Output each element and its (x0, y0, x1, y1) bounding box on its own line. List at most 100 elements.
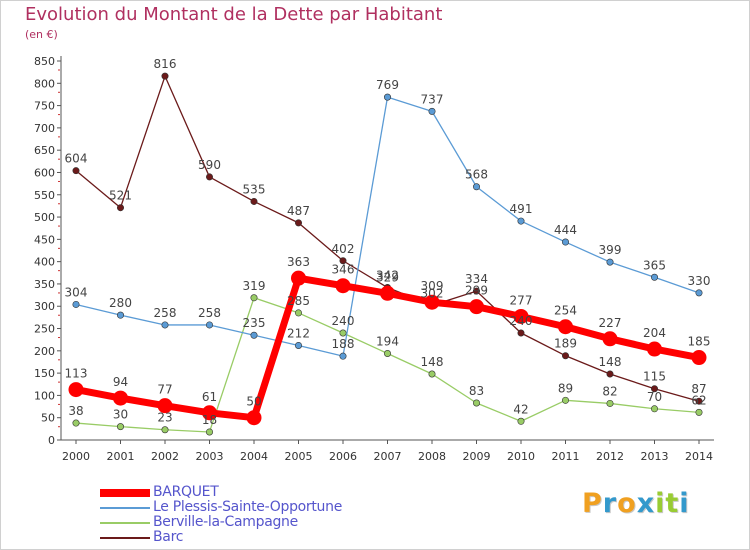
data-label-le-plessis-sainte-opportune: 258 (154, 306, 177, 320)
data-label-le-plessis-sainte-opportune: 188 (332, 337, 355, 351)
data-label-barquet: 299 (465, 284, 488, 298)
data-label-barc: 240 (510, 314, 533, 328)
data-point-barc (695, 397, 703, 405)
x-tick-label: 2007 (374, 450, 402, 463)
data-label-barc: 604 (65, 152, 88, 166)
data-label-barquet: 204 (643, 326, 666, 340)
data-point-le-plessis-sainte-opportune (294, 341, 302, 349)
data-point-berville-la-campagne (117, 423, 125, 431)
data-label-berville-la-campagne: 194 (376, 334, 399, 348)
data-point-barquet (647, 341, 662, 357)
data-label-le-plessis-sainte-opportune: 235 (243, 316, 266, 330)
data-label-barquet: 113 (65, 367, 88, 381)
y-tick-label: 800 (34, 77, 55, 90)
data-label-berville-la-campagne: 30 (113, 408, 128, 422)
data-point-barc (250, 197, 258, 205)
data-point-barc (206, 173, 214, 181)
data-label-barc: 189 (554, 337, 577, 351)
data-point-berville-la-campagne (383, 349, 391, 357)
data-point-le-plessis-sainte-opportune (472, 183, 480, 191)
data-label-barc: 334 (465, 272, 488, 286)
data-label-berville-la-campagne: 285 (287, 294, 310, 308)
data-label-barc: 590 (198, 158, 221, 172)
x-tick-label: 2012 (596, 450, 624, 463)
data-label-barc: 342 (376, 269, 399, 283)
data-point-barc (517, 329, 525, 337)
data-point-le-plessis-sainte-opportune (383, 93, 391, 101)
data-point-berville-la-campagne (250, 294, 258, 302)
data-point-le-plessis-sainte-opportune (206, 321, 214, 329)
data-label-berville-la-campagne: 70 (647, 390, 662, 404)
data-point-berville-la-campagne (472, 399, 480, 407)
data-label-barquet: 77 (157, 383, 172, 397)
data-label-barquet: 346 (332, 263, 355, 277)
data-point-barc (606, 370, 614, 378)
data-label-barquet: 61 (202, 390, 217, 404)
data-label-le-plessis-sainte-opportune: 769 (376, 78, 399, 92)
x-tick-label: 2001 (107, 450, 135, 463)
data-point-barquet (68, 382, 84, 398)
y-tick-label: 150 (34, 367, 55, 380)
data-point-le-plessis-sainte-opportune (650, 273, 658, 281)
data-point-barc (650, 385, 658, 393)
data-point-le-plessis-sainte-opportune (561, 238, 569, 246)
logo-letter: o (617, 488, 637, 519)
data-point-barquet (424, 294, 440, 310)
data-point-barc (161, 72, 169, 80)
data-point-berville-la-campagne (339, 329, 347, 337)
x-tick-label: 2005 (285, 450, 313, 463)
data-label-le-plessis-sainte-opportune: 568 (465, 168, 488, 182)
data-point-barc (72, 167, 80, 175)
data-label-barc: 302 (421, 286, 444, 300)
data-label-berville-la-campagne: 240 (332, 314, 355, 328)
data-point-barc (117, 204, 125, 212)
data-point-berville-la-campagne (428, 370, 436, 378)
data-label-barquet: 227 (599, 316, 622, 330)
data-label-le-plessis-sainte-opportune: 258 (198, 306, 221, 320)
data-label-le-plessis-sainte-opportune: 365 (643, 258, 666, 272)
data-label-barquet: 254 (554, 304, 577, 318)
y-tick-label: 100 (34, 389, 55, 402)
data-point-barc (339, 257, 347, 265)
data-point-berville-la-campagne (161, 426, 169, 434)
x-tick-label: 2011 (552, 450, 580, 463)
y-tick-label: 850 (34, 55, 55, 68)
data-point-berville-la-campagne (695, 408, 703, 416)
data-label-le-plessis-sainte-opportune: 304 (65, 285, 88, 299)
x-tick-label: 2010 (507, 450, 535, 463)
data-label-berville-la-campagne: 42 (513, 402, 528, 416)
y-tick-label: 500 (34, 211, 55, 224)
y-tick-label: 50 (41, 412, 55, 425)
y-tick-label: 200 (34, 345, 55, 358)
logo-letter: x (636, 488, 656, 519)
x-tick-label: 2004 (240, 450, 268, 463)
data-point-berville-la-campagne (650, 405, 658, 413)
data-label-barquet: 94 (113, 375, 128, 389)
data-point-le-plessis-sainte-opportune (428, 107, 436, 115)
chart-subtitle: (en €) (25, 28, 58, 41)
data-point-le-plessis-sainte-opportune (250, 331, 258, 339)
y-tick-label: 250 (34, 323, 55, 336)
data-label-le-plessis-sainte-opportune: 399 (599, 243, 622, 257)
legend-label: BARQUET (153, 484, 219, 500)
legend-swatch (100, 537, 150, 539)
data-point-barquet (335, 278, 351, 294)
data-point-le-plessis-sainte-opportune (161, 321, 169, 329)
data-point-barquet (113, 390, 128, 406)
y-tick-label: 400 (34, 256, 55, 269)
data-label-berville-la-campagne: 319 (243, 279, 266, 293)
x-tick-label: 2013 (641, 450, 669, 463)
y-tick-label: 750 (34, 100, 55, 113)
data-point-berville-la-campagne (606, 399, 614, 407)
data-labels-layer: 604 521 816 590 535 487 402 342 302 334 240 189 148 1… (65, 57, 711, 427)
data-label-barc: 402 (332, 242, 355, 256)
data-label-barquet: 277 (510, 293, 533, 307)
x-tick-label: 2009 (463, 450, 491, 463)
data-label-barquet: 50 (246, 395, 261, 409)
data-label-berville-la-campagne: 89 (558, 381, 573, 395)
data-label-berville-la-campagne: 38 (68, 404, 83, 418)
data-label-barc: 487 (287, 204, 310, 218)
x-tick-label: 2002 (151, 450, 179, 463)
x-tick-label: 2008 (418, 450, 446, 463)
